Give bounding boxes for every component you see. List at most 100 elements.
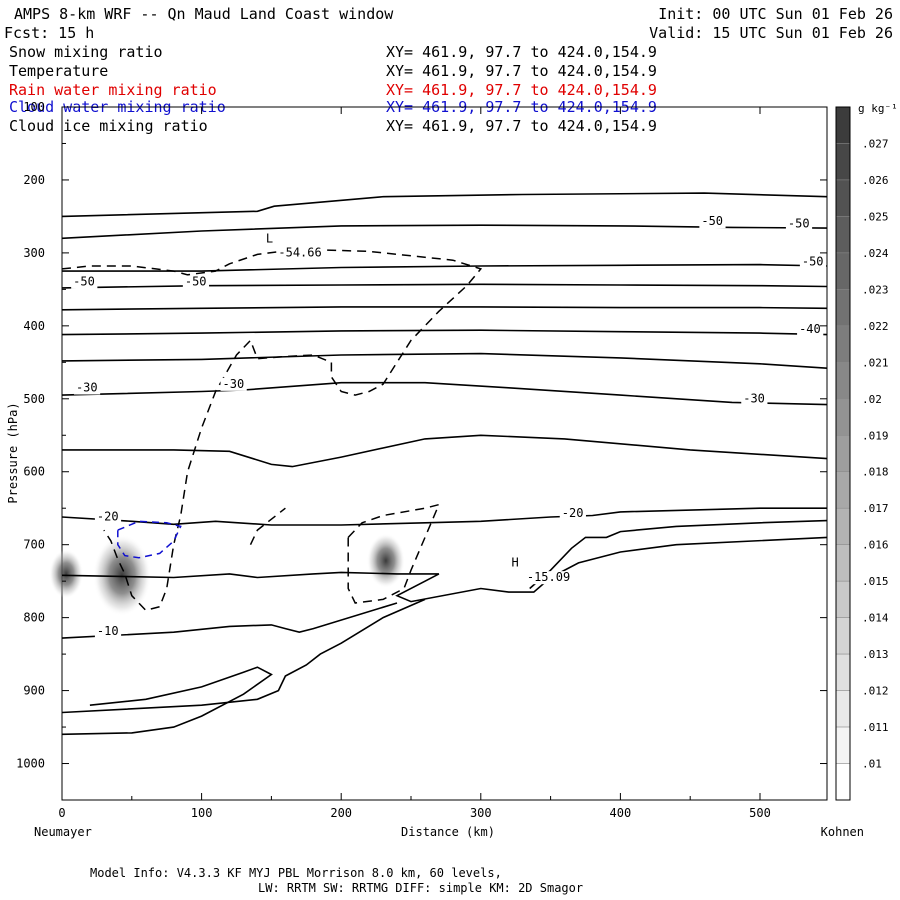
- contour-label-4: -50: [185, 275, 207, 289]
- contour-label-bg-10: [94, 510, 122, 524]
- colorbar-tick-label-11: .016: [862, 539, 889, 552]
- isotherm-t13: [61, 598, 426, 714]
- colorbar-tick-label-2: .025: [862, 210, 889, 223]
- isotherm-t7: [61, 352, 828, 369]
- colorbar-swatch-4: [835, 252, 851, 290]
- isotherm-t1: [61, 192, 828, 218]
- legend-xy-rain: XY= 461.9, 97.7 to 424.0,154.9: [386, 81, 657, 99]
- colorbar-tick-label-7: .02: [862, 393, 882, 406]
- cloud-ice-contour-d2: [249, 507, 286, 546]
- isotherm-t9: [62, 434, 828, 468]
- y-tick-label-200: 200: [23, 173, 45, 187]
- colorbar-tick-label-16: .011: [862, 721, 889, 734]
- contour-label-bg-3: [71, 275, 98, 289]
- x-tick-label-400: 400: [610, 806, 632, 820]
- contour-label-bg-2: [785, 217, 813, 231]
- x-tick-label-500: 500: [749, 806, 771, 820]
- contour-label-7: -30: [76, 380, 98, 394]
- colorbar-tick-label-13: .014: [862, 612, 889, 625]
- contour-label-2: -50: [788, 216, 810, 230]
- isotherm-t5: [61, 306, 828, 311]
- contour-label-bg-11: [559, 506, 586, 520]
- y-tick-label-600: 600: [23, 465, 45, 479]
- x-axis: 0 100 200 300 400 500: [58, 107, 771, 820]
- y-axis: 100 200 300 400 500 600 700 800 900 1000: [16, 100, 827, 771]
- colorbar-tick-label-14: .013: [862, 648, 889, 661]
- temperature-contours: [61, 192, 828, 736]
- x-right-station: Kohnen: [821, 825, 864, 839]
- cloud-ice-contour-d1: [61, 248, 483, 612]
- colorbar-swatch-7: [835, 362, 851, 400]
- colorbar-tick-label-4: .023: [862, 283, 889, 296]
- x-tick-label-200: 200: [330, 806, 352, 820]
- model-info-line2: LW: RRTM SW: RRTMG DIFF: simple KM: 2D S…: [258, 881, 583, 895]
- x-tick-label-300: 300: [470, 806, 492, 820]
- contour-label-bg-12: [94, 625, 122, 639]
- colorbar-swatch-5: [835, 289, 851, 327]
- y-tick-label-700: 700: [23, 538, 45, 552]
- isotherm-t12: [61, 602, 398, 639]
- contour-label-bg-7: [73, 381, 101, 395]
- colorbar-tick-label-8: .019: [862, 429, 889, 442]
- contour-label-bg-4: [182, 275, 210, 289]
- colorbar-tick-label-17: .01: [862, 758, 882, 771]
- cloud-ice-contours: [61, 248, 483, 612]
- init-time: Init: 00 UTC Sun 01 Feb 26: [658, 5, 893, 23]
- colorbar-swatch-3: [835, 216, 851, 254]
- plot-area: -50 -50 -50 -50 -50 -40 -30 -30 -30 -20 -20 -10 L -54…: [16, 100, 828, 820]
- snow-maximum-3: [49, 549, 84, 599]
- contour-labels: -50 -50 -50 -50 -50 -40 -30 -30 -30 -20 -20 -10 L -54…: [71, 214, 827, 639]
- snow-maximum-2: [366, 533, 405, 589]
- contour-label-bg-16: [524, 571, 574, 585]
- legend-xy-snow: XY= 461.9, 97.7 to 424.0,154.9: [386, 43, 657, 61]
- contour-label-3: -50: [73, 275, 95, 289]
- legend-label-snow: Snow mixing ratio: [9, 43, 163, 61]
- isotherm-t2: [61, 224, 828, 240]
- colorbar-tick-label-9: .018: [862, 466, 889, 479]
- cloud-water-contour-b1: [117, 520, 182, 559]
- colorbar-swatch-6: [835, 325, 851, 363]
- colorbar-swatch-14: [835, 617, 851, 655]
- isotherm-t15: [529, 519, 828, 590]
- cloud-water-contours: [117, 520, 182, 559]
- colorbar-swatch-0: [835, 106, 851, 144]
- cloud-ice-contour-d3: [347, 503, 441, 604]
- colorbar-tick-label-5: .022: [862, 320, 889, 333]
- y-axis-title: Pressure (hPa): [6, 402, 20, 503]
- legend-label-cloud-ice: Cloud ice mixing ratio: [9, 117, 208, 135]
- colorbar-swatch-10: [835, 471, 851, 509]
- colorbar-swatch-1: [835, 143, 851, 181]
- colorbar-swatch-15: [835, 653, 851, 691]
- isotherm-t4: [61, 283, 828, 289]
- colorbar-swatch-17: [835, 726, 851, 764]
- contour-label-11: -20: [562, 506, 584, 520]
- contour-label-bg-9: [741, 392, 768, 406]
- contour-label-bg-15: [509, 556, 521, 570]
- x-tick-label-0: 0: [58, 806, 65, 820]
- colorbar-tick-label-1: .026: [862, 174, 889, 187]
- y-tick-label-900: 900: [23, 684, 45, 698]
- x-tick-label-100: 100: [191, 806, 213, 820]
- colorbar: g kg⁻¹ .027 .026 .025 .024 .023 .022 .021 .02 .0…: [835, 102, 898, 801]
- contour-label-1: -50: [701, 214, 723, 228]
- contour-label-15: H: [512, 556, 519, 570]
- y-tick-label-400: 400: [23, 319, 45, 333]
- colorbar-swatch-9: [835, 435, 851, 472]
- contour-label-bg-5: [799, 255, 827, 269]
- snow-maximum-1: [93, 534, 152, 616]
- contour-label-bg-13: [263, 232, 276, 246]
- contour-label-9: -30: [743, 391, 765, 405]
- colorbar-tick-label-0: .027: [862, 137, 889, 150]
- contour-label-8: -30: [223, 377, 245, 391]
- colorbar-frame: [835, 106, 851, 801]
- y-tick-label-1000: 1000: [16, 757, 45, 771]
- plot-frame: [61, 106, 828, 801]
- forecast-hour: Fcst: 15 h: [4, 24, 94, 42]
- isotherm-t6: [61, 329, 828, 336]
- colorbar-swatch-8: [835, 398, 851, 436]
- x-left-station: Neumayer: [34, 825, 92, 839]
- contour-label-bg-6: [797, 323, 824, 337]
- legend-label-rain: Rain water mixing ratio: [9, 81, 217, 99]
- chart-title: AMPS 8-km WRF -- Qn Maud Land Coast wind…: [14, 5, 394, 23]
